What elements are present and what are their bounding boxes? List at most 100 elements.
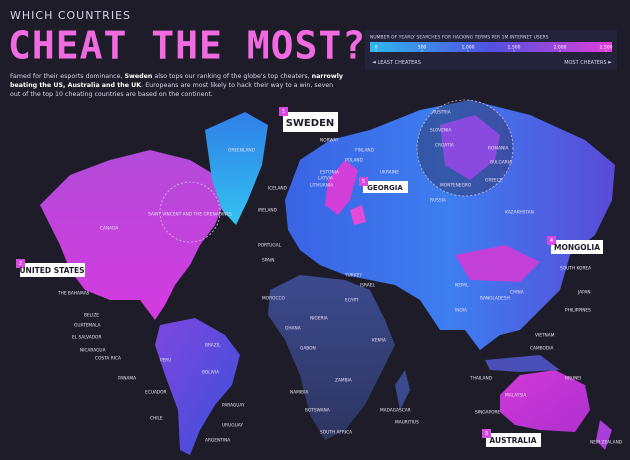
country-label: POLAND — [345, 158, 364, 164]
greenland — [205, 112, 268, 225]
eurasia — [285, 100, 615, 350]
rank: 2 — [19, 261, 22, 267]
georgia-shape — [350, 205, 366, 225]
legend-scale — [370, 42, 612, 52]
country-label: THE BAHAMAS — [57, 291, 90, 297]
callout-box — [551, 240, 603, 254]
country-label: UKRAINE — [380, 170, 399, 176]
callout-box — [283, 112, 338, 132]
north-america — [40, 150, 225, 320]
country-label: PANAMA — [118, 376, 136, 382]
south-america — [155, 318, 240, 455]
country-label: ESTONIA — [320, 170, 339, 176]
country-label: BRUNEI — [565, 376, 581, 382]
country-label: SLOVENIA — [430, 128, 451, 134]
country-label: PHILIPPINES — [565, 308, 591, 314]
callout-country: UNITED STATES — [19, 266, 84, 275]
country-label: THAILAND — [469, 376, 493, 382]
country-label: BELIZE — [84, 313, 99, 319]
legend-tick-label: 2,500 — [600, 45, 613, 51]
country-label: CROATIA — [435, 143, 454, 149]
callout: 2 UNITED STATES — [16, 259, 85, 277]
country-label: EGYPT — [345, 298, 359, 304]
callout: 5 GEORGIA — [359, 177, 408, 193]
country-label: BANGLADESH — [480, 296, 510, 302]
rank-badge — [482, 429, 491, 438]
country-label: MALAYSIA — [505, 393, 526, 399]
intro-text: Famed for their esports dominance, Swede… — [10, 73, 343, 98]
callout-country: GEORGIA — [367, 184, 403, 192]
country-label: NEPAL — [455, 283, 469, 289]
country-label: CANADA — [100, 226, 118, 232]
europe-inset — [440, 115, 500, 180]
country-label: BOTSWANA — [305, 408, 330, 414]
country-label: SAINT VINCENT AND THE GRENADINES — [148, 212, 232, 218]
country-label: LITHUANIA — [310, 183, 333, 189]
caribbean-zoom — [159, 181, 221, 243]
country-label: KAZAKHSTAN — [505, 210, 534, 216]
country-label: URUGUAY — [222, 423, 243, 429]
title: CHEAT THE MOST? — [8, 24, 366, 68]
callout-box — [20, 263, 85, 277]
callout-country: MONGOLIA — [554, 243, 600, 252]
country-label: NAMIBIA — [290, 390, 308, 396]
callout-country: SWEDEN — [286, 118, 335, 129]
country-label: INDIA — [455, 308, 467, 314]
country-label: JAPAN — [577, 290, 591, 296]
country-label: CHINA — [510, 290, 524, 296]
country-label: GREENLAND — [228, 148, 256, 154]
legend-least: ◄ LEAST CHEATERS — [372, 60, 421, 66]
country-label: SINGAPORE — [475, 410, 500, 416]
rank: 4 — [550, 238, 553, 244]
rank-badge — [547, 236, 556, 245]
country-label: AUSTRIA — [432, 110, 451, 116]
rank: 1 — [282, 109, 285, 115]
country-label: GHANA — [285, 326, 301, 332]
callout: 3 AUSTRALIA — [482, 429, 541, 447]
legend-tick-label: 2,000 — [554, 45, 567, 51]
country-label: VIETNAM — [535, 333, 555, 339]
country-label: ARGENTINA — [205, 438, 230, 444]
callout-box — [486, 433, 541, 447]
sweden-shape — [325, 160, 358, 215]
country-label: MONTENEGRO — [440, 183, 472, 189]
callout: 1 SWEDEN — [279, 107, 338, 132]
country-label: ROMANIA — [488, 146, 508, 152]
indonesia — [485, 355, 560, 372]
country-label: ZAMBIA — [335, 378, 352, 384]
country-label: KENYA — [372, 338, 386, 344]
legend-tick-label: 500 — [418, 45, 427, 51]
country-label: PARAGUAY — [222, 403, 245, 409]
country-label: NEW ZEALAND — [590, 440, 623, 446]
country-label: RUSSIA — [430, 198, 446, 204]
australia — [500, 370, 590, 432]
country-label: GUATEMALA — [74, 323, 101, 329]
country-label: GREECE — [485, 178, 503, 184]
rank-badge — [279, 107, 288, 116]
callout: 4 MONGOLIA — [547, 236, 603, 254]
rank: 5 — [362, 179, 365, 185]
country-label: ECUADOR — [145, 390, 166, 396]
country-label: PORTUGAL — [258, 243, 282, 249]
country-label: CHILE — [150, 416, 163, 422]
country-label: BULGARIA — [490, 160, 512, 166]
mongolia-shape — [455, 245, 540, 282]
country-label: MOROCCO — [262, 296, 285, 302]
legend-most: MOST CHEATERS ► — [564, 60, 612, 66]
country-label: SOUTH KOREA — [560, 266, 591, 272]
country-label: SPAIN — [262, 258, 274, 264]
country-label: SAINT VINCENT AND THE GRENADINES — [148, 212, 232, 218]
country-label: MAURITIUS — [395, 420, 419, 426]
country-label: SOUTH AFRICA — [320, 430, 352, 436]
country-label: ISRAEL — [360, 283, 375, 289]
country-label: MADAGASCAR — [380, 408, 411, 414]
country-label: BOLIVIA — [202, 370, 219, 376]
country-label: GABON — [300, 346, 316, 352]
rank-badge — [16, 259, 25, 268]
legend-title: NUMBER OF YEARLY SEARCHES FOR HACKING TE… — [370, 35, 549, 41]
country-label: CAMBODIA — [530, 346, 553, 352]
country-label: IRELAND — [258, 208, 278, 214]
callout-box — [363, 181, 408, 193]
legend-tick-label: 1,000 — [462, 45, 475, 51]
